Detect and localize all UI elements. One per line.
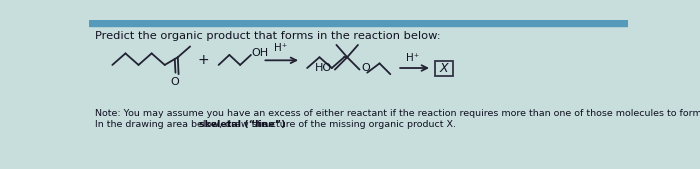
Text: X: X	[440, 62, 449, 75]
Bar	[435, 61, 454, 77]
Text: H⁺: H⁺	[406, 53, 419, 63]
Text: Note: You may assume you have an excess of either reactant if the reaction requi: Note: You may assume you have an excess …	[94, 109, 700, 118]
Text: +: +	[197, 53, 209, 67]
Text: Predict the organic product that forms in the reaction below:: Predict the organic product that forms i…	[94, 31, 440, 41]
Bar	[90, 20, 629, 26]
Text: skeletal (“line”): skeletal (“line”)	[199, 120, 286, 129]
Text: O: O	[170, 77, 179, 87]
Text: OH: OH	[252, 48, 269, 58]
Text: H⁺: H⁺	[274, 43, 287, 53]
Text: HO: HO	[315, 63, 332, 73]
Text: In the drawing area below, draw the: In the drawing area below, draw the	[94, 120, 270, 129]
Text: O: O	[361, 63, 370, 73]
Text: structure of the missing organic product X.: structure of the missing organic product…	[249, 120, 456, 129]
